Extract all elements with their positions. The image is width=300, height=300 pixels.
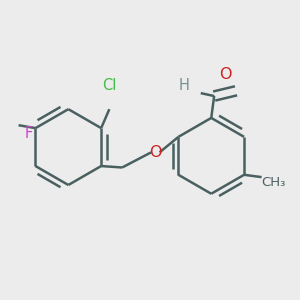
Text: O: O — [150, 146, 162, 160]
Text: Cl: Cl — [102, 78, 116, 93]
Text: CH₃: CH₃ — [261, 176, 285, 189]
Text: F: F — [25, 127, 33, 142]
Text: H: H — [179, 78, 190, 93]
Text: O: O — [220, 67, 232, 82]
